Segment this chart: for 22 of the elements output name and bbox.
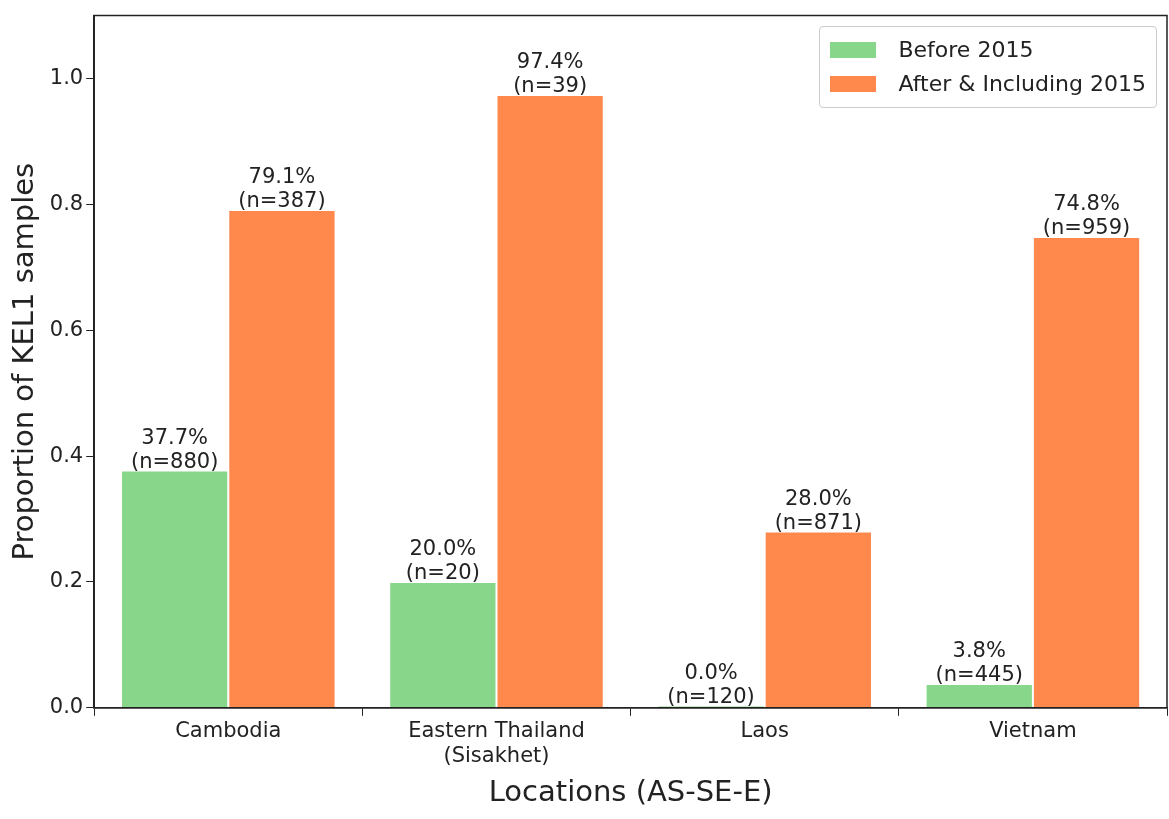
x-tick-label: Vietnam bbox=[989, 717, 1077, 742]
data-label: 28.0% (n=871) bbox=[774, 485, 863, 534]
data-label: 79.1% (n=387) bbox=[238, 164, 326, 213]
y-axis-title: Proportion of KEL1 samples bbox=[5, 162, 40, 561]
y-tick-label: 0.6 bbox=[49, 316, 84, 341]
legend-label: Before 2015 bbox=[898, 37, 1034, 63]
data-label: 0.0% (n=120) bbox=[667, 659, 755, 708]
y-tick-label: 0.0 bbox=[49, 694, 84, 719]
data-label: 97.4% (n=39) bbox=[513, 48, 588, 97]
y-tick-label: 1.0 bbox=[49, 64, 84, 89]
data-label: 20.0% (n=20) bbox=[405, 535, 480, 584]
x-tick-label: Laos bbox=[740, 717, 789, 742]
y-tick-label: 0.2 bbox=[49, 568, 84, 593]
x-tick-label: Eastern Thailand (Sisakhet) bbox=[408, 717, 585, 768]
y-tick-label: 0.8 bbox=[49, 190, 84, 215]
x-axis-title: Locations (AS-SE-E) bbox=[488, 774, 773, 809]
data-label: 37.7% (n=880) bbox=[130, 424, 219, 473]
y-tick-label: 0.4 bbox=[49, 442, 84, 467]
x-tick-label: Cambodia bbox=[175, 717, 282, 742]
legend-label: After & Including 2015 bbox=[898, 71, 1146, 97]
data-label: 3.8% (n=445) bbox=[935, 637, 1023, 686]
data-label: 74.8% (n=959) bbox=[1042, 191, 1131, 240]
